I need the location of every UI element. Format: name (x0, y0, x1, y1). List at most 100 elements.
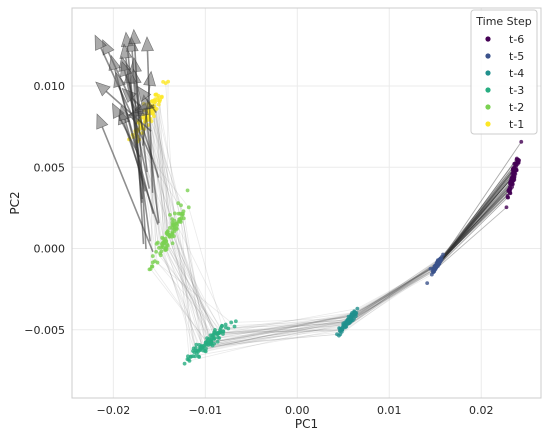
scatter-point (196, 354, 201, 359)
scatter-point (432, 264, 437, 269)
scatter-point (186, 205, 191, 210)
trajectory-line (207, 316, 349, 344)
x-tick-label: −0.01 (188, 404, 222, 417)
trajectory-line (168, 234, 203, 348)
plot-frame (71, 7, 542, 399)
scatter-point (176, 211, 181, 216)
trajectory-line (352, 264, 438, 316)
scatter-point (519, 139, 524, 144)
trajectory-line (152, 266, 209, 346)
trajectory-line (341, 262, 438, 330)
scatter-point (233, 319, 238, 324)
trajectory-line (343, 269, 435, 326)
trajectory-line (180, 221, 211, 343)
trajectory-line (351, 266, 436, 317)
trajectory-line (220, 329, 343, 334)
trajectory-line (341, 268, 436, 333)
trajectory-line (137, 141, 190, 208)
trajectory-line (218, 321, 348, 334)
trajectory-line (165, 83, 176, 232)
scatter-point (150, 254, 155, 258)
trajectory-line (439, 187, 510, 262)
scatter-point (165, 243, 170, 248)
legend-box (470, 9, 538, 135)
trajectory-line (438, 172, 515, 263)
trajectory-line (437, 178, 512, 264)
scatter-point (170, 217, 175, 222)
trajectory-line (438, 180, 511, 262)
scatter-point (198, 346, 203, 351)
scatter-point (338, 328, 343, 333)
trajectory-line (157, 242, 201, 348)
trajectory-line (438, 172, 515, 263)
grid (72, 8, 541, 398)
trajectory-line (176, 225, 190, 361)
trajectory-line (438, 141, 522, 265)
trajectory-line (355, 261, 440, 315)
x-tick-label: 0.00 (285, 404, 310, 417)
trajectory-line (434, 189, 510, 269)
trajectory-line (346, 256, 443, 323)
prediction-arrows (94, 28, 160, 253)
trajectory-line (351, 262, 440, 319)
trajectory-line (348, 270, 434, 323)
trajectory-line (158, 247, 206, 352)
trajectory-line (436, 164, 516, 266)
scatter-point (509, 175, 514, 180)
trajectory-line (433, 159, 519, 272)
trajectory-line (155, 94, 165, 244)
legend-entry-label: t-6 (509, 33, 524, 46)
legend-marker (485, 121, 491, 127)
trajectory-line (434, 206, 507, 271)
scatter-point (167, 226, 172, 230)
trajectory-line (440, 167, 515, 259)
trajectory-line (150, 118, 182, 206)
trajectory-line (205, 318, 352, 349)
scatter-point (212, 341, 217, 346)
scatter-point (186, 354, 190, 359)
trajectory-line (431, 181, 512, 275)
trajectory-line (432, 170, 517, 273)
trajectory-line (353, 266, 436, 314)
trajectory-line (165, 81, 169, 241)
y-tick-label: −0.005 (24, 324, 65, 337)
trajectory-line (201, 313, 356, 347)
trajectory-line (214, 330, 340, 333)
trajectory-line (164, 241, 219, 334)
trajectory-line (437, 190, 509, 262)
trajectory-line (350, 263, 440, 319)
scatter-point (340, 326, 345, 330)
trajectory-line (438, 167, 515, 264)
trajectory-line (175, 228, 212, 344)
trajectory-line (176, 223, 229, 329)
trajectory-line (171, 234, 215, 333)
scatter-point (194, 342, 199, 347)
scatter-point (177, 219, 182, 224)
trajectory-line (437, 159, 517, 266)
trajectory-line (154, 99, 183, 216)
trajectory-line (173, 235, 207, 343)
trajectory-line (433, 170, 515, 271)
trajectory-line (355, 260, 440, 317)
trajectory-line (438, 187, 511, 262)
scatter-point (158, 251, 163, 256)
legend: Time Step t-6 t-5 t-4 t-3 t-2 t-1 (470, 9, 538, 135)
scatter-point (153, 97, 158, 102)
trajectory-line (210, 320, 347, 343)
y-tick-label: 0.010 (34, 80, 66, 93)
trajectory-line (438, 176, 513, 264)
scatter-point (155, 260, 160, 265)
trajectory-line (438, 188, 511, 264)
trajectory-line (347, 271, 434, 322)
trajectory-line (169, 234, 219, 338)
legend-entry-label: t-1 (509, 118, 524, 131)
trajectory-line (439, 190, 509, 260)
trajectory-line (433, 169, 517, 273)
trajectory-line (154, 102, 173, 235)
scatter-point (229, 320, 234, 325)
trajectory-line (435, 180, 512, 267)
trajectory-line (344, 264, 438, 326)
trajectory-line (231, 317, 352, 323)
